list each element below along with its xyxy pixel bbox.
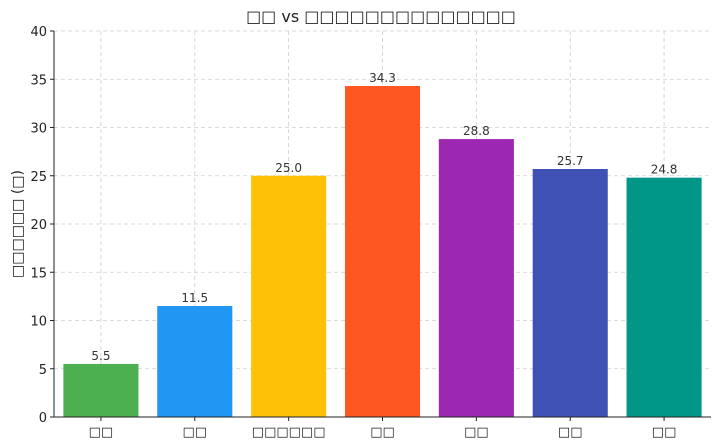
y-axis-title: □□□□□□ (□) (10, 170, 26, 278)
x-tick-label-6: □□ (652, 425, 677, 440)
y-tick-label-1: 5 (39, 363, 47, 378)
x-ticks: □□ □□ □□□□□□ □□ □□ □□ □□ (89, 417, 677, 440)
data-label-0: 5.5 (91, 349, 110, 363)
data-label-3: 34.3 (369, 71, 396, 85)
bars (63, 86, 702, 417)
data-label-5: 25.7 (557, 154, 584, 168)
data-label-4: 28.8 (463, 124, 490, 138)
bar-0 (63, 363, 139, 417)
bar-4 (438, 139, 514, 417)
y-tick-label-5: 25 (30, 170, 47, 185)
data-label-6: 24.8 (651, 163, 678, 177)
x-tick-label-1: □□ (182, 425, 207, 440)
bar-2 (251, 175, 327, 417)
chart-title: □□ vs □□□□□□□□□□□□□□ (246, 7, 516, 26)
x-tick-label-3: □□ (370, 425, 395, 440)
y-tick-label-6: 30 (30, 122, 47, 137)
y-tick-label-3: 15 (30, 266, 47, 281)
bar-5 (532, 168, 608, 417)
data-labels: 5.5 11.5 25.0 34.3 28.8 25.7 24.8 (91, 71, 677, 363)
bar-6 (626, 177, 702, 417)
x-tick-label-5: □□ (558, 425, 583, 440)
y-tick-label-7: 35 (30, 73, 47, 88)
data-label-1: 11.5 (181, 291, 208, 305)
y-tick-label-4: 20 (30, 218, 47, 233)
data-label-2: 25.0 (275, 161, 302, 175)
x-tick-label-4: □□ (464, 425, 489, 440)
y-tick-label-2: 10 (30, 315, 47, 330)
y-tick-label-8: 40 (30, 25, 47, 40)
bar-1 (157, 306, 233, 417)
x-tick-label-2: □□□□□□ (252, 425, 326, 440)
x-tick-label-0: □□ (89, 425, 114, 440)
bar-3 (344, 86, 421, 417)
y-tick-label-0: 0 (39, 411, 47, 426)
y-ticks: 0 5 10 15 20 25 30 35 40 (30, 25, 54, 426)
